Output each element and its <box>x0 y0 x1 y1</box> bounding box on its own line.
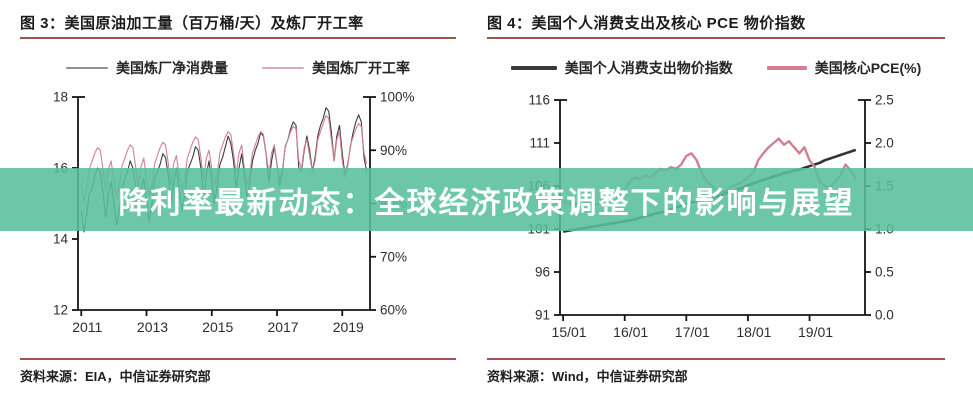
legend-line-swatch <box>262 67 304 69</box>
figure3-title-underline <box>20 37 456 39</box>
right-tick-label: 0.0 <box>875 308 894 323</box>
figure3-source: 资料来源：EIA，中信证券研究部 <box>20 369 211 384</box>
right-tick-label: 90% <box>380 143 407 158</box>
left-tick-label: 14 <box>53 232 69 247</box>
figure3-panel: 图 3：美国原油加工量（百万桶/天）及炼厂开工率 美国炼厂净消费量 美国炼厂开工率… <box>20 10 456 396</box>
series-line-0 <box>80 107 368 233</box>
legend-line-swatch <box>510 66 557 70</box>
figure3-legend: 美国炼厂净消费量 美国炼厂开工率 <box>20 58 456 78</box>
right-tick-label: 70% <box>380 249 407 264</box>
legend-item: 美国炼厂开工率 <box>262 58 410 78</box>
x-tick-label: 2017 <box>267 319 298 335</box>
legend-label: 美国炼厂净消费量 <box>116 60 228 76</box>
figure4-source: 资料来源：Wind，中信证券研究部 <box>487 369 688 384</box>
left-tick-label: 96 <box>535 265 550 280</box>
left-tick-label: 18 <box>53 90 68 105</box>
headline-text: 降利率最新动态：全球经济政策调整下的影响与展望 <box>118 186 855 220</box>
x-tick-label: 19/01 <box>798 324 833 340</box>
figure4-source-divider <box>487 358 945 360</box>
right-tick-label: 0.5 <box>875 265 894 280</box>
left-tick-label: 116 <box>528 93 550 108</box>
figure3-title: 图 3：美国原油加工量（百万桶/天）及炼厂开工率 <box>20 15 364 32</box>
right-tick-label: 2.5 <box>875 93 894 108</box>
x-tick-label: 2011 <box>72 319 102 335</box>
figure4-title-underline <box>487 37 945 39</box>
right-tick-label: 60% <box>380 303 407 318</box>
figure3-source-divider <box>20 358 456 360</box>
left-tick-label: 111 <box>529 136 550 151</box>
figure4-title: 图 4：美国个人消费支出及核心 PCE 物价指数 <box>487 15 806 32</box>
legend-label: 美国个人消费支出物价指数 <box>564 60 733 76</box>
left-tick-label: 12 <box>53 303 68 318</box>
right-tick-label: 100% <box>380 90 415 105</box>
series-line-1 <box>80 115 368 202</box>
figure4-panel: 图 4：美国个人消费支出及核心 PCE 物价指数 美国个人消费支出物价指数 美国核… <box>487 10 945 396</box>
right-tick-label: 2.0 <box>875 136 894 151</box>
legend-item: 美国炼厂净消费量 <box>66 58 228 78</box>
figure4-legend: 美国个人消费支出物价指数 美国核心PCE(%) <box>487 58 945 78</box>
legend-line-swatch <box>766 66 807 70</box>
x-tick-label: 2015 <box>202 319 233 335</box>
x-tick-label: 2013 <box>137 319 168 335</box>
x-tick-label: 2019 <box>333 319 364 335</box>
x-tick-label: 18/01 <box>736 324 771 340</box>
legend-line-swatch <box>66 67 108 69</box>
left-tick-label: 91 <box>535 308 550 323</box>
legend-label: 美国炼厂开工率 <box>312 60 410 76</box>
x-tick-label: 16/01 <box>613 324 648 340</box>
legend-item: 美国核心PCE(%) <box>766 58 922 78</box>
x-tick-label: 15/01 <box>552 324 587 340</box>
x-tick-label: 17/01 <box>675 324 710 340</box>
headline-banner: 降利率最新动态：全球经济政策调整下的影响与展望 <box>0 168 973 231</box>
legend-label: 美国核心PCE(%) <box>814 60 922 76</box>
legend-item: 美国个人消费支出物价指数 <box>510 58 733 78</box>
